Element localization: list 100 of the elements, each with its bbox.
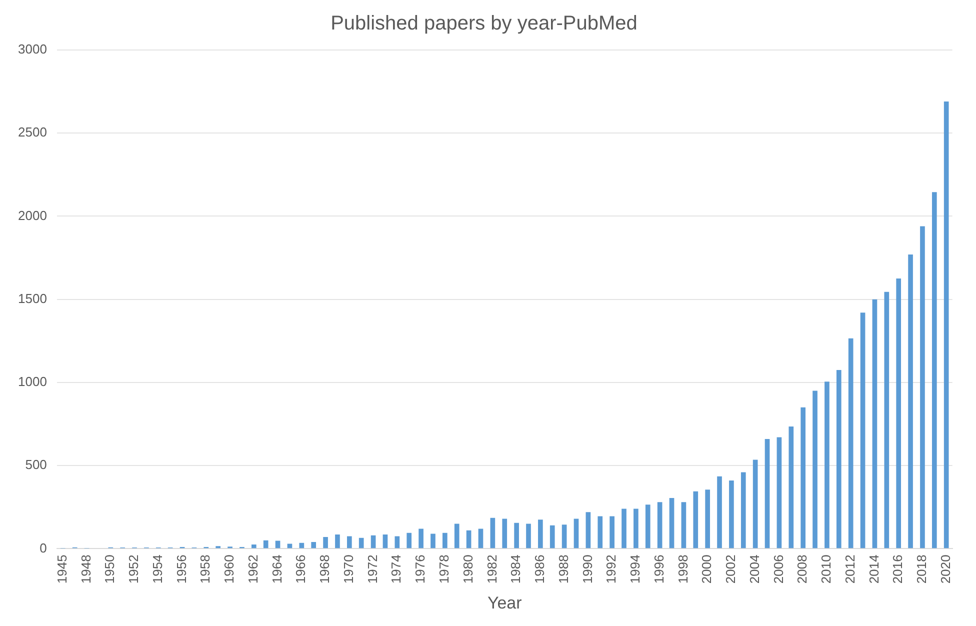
x-tick-label: 1982 [484, 554, 500, 584]
bar [681, 502, 686, 548]
bar [263, 540, 268, 548]
x-tick-label: 1964 [269, 554, 284, 584]
x-tick-label: 2014 [866, 554, 882, 584]
bar [669, 498, 674, 548]
x-tick-label: 1954 [150, 554, 165, 584]
bar [693, 491, 698, 548]
x-tick-label: 2002 [723, 554, 738, 584]
bar [836, 370, 842, 548]
x-tick-label: 1974 [388, 554, 404, 584]
x-tick-label: 1980 [460, 554, 476, 584]
bar [800, 407, 806, 548]
bar [394, 536, 400, 548]
bar [275, 540, 280, 548]
bar [586, 512, 591, 548]
bar [358, 538, 364, 548]
bar [251, 544, 256, 548]
chart-title: Published papers by year-PubMed [330, 12, 638, 35]
x-tick-label: 1992 [604, 554, 619, 584]
x-tick-label: 1990 [580, 554, 595, 584]
bar [788, 426, 794, 548]
y-tick-label: 1500 [18, 290, 47, 306]
bar [932, 192, 937, 548]
bar [574, 518, 579, 548]
bar [382, 534, 388, 548]
x-axis-title: Year [487, 593, 522, 612]
x-tick-label: 1984 [508, 554, 524, 584]
x-tick-label: 1998 [675, 554, 690, 584]
x-tick-label: 1948 [78, 554, 94, 584]
bar [514, 522, 519, 548]
bar [406, 532, 412, 548]
x-tick-label: 1960 [222, 554, 237, 584]
bar [311, 542, 316, 548]
x-tick-label: 1972 [364, 554, 380, 584]
y-tick-label: 1000 [18, 374, 47, 390]
bar [347, 536, 352, 548]
bar [729, 480, 734, 548]
bar [717, 476, 722, 548]
bar [824, 382, 830, 548]
bar [598, 516, 603, 548]
y-tick-label: 2500 [18, 124, 47, 140]
bar [848, 338, 854, 548]
bar [860, 312, 866, 548]
y-tick-label: 500 [25, 457, 47, 472]
bar [645, 504, 650, 548]
bar [287, 544, 292, 548]
bar [466, 530, 472, 548]
x-tick-label: 1988 [556, 554, 571, 584]
bar [764, 438, 770, 548]
x-tick-label: 2010 [818, 554, 834, 584]
bar [323, 537, 328, 548]
bar [740, 472, 746, 548]
bar [908, 254, 913, 548]
y-tick-label: 2000 [18, 208, 47, 223]
x-tick-label: 2000 [699, 554, 714, 584]
x-tick-label: 2020 [938, 554, 953, 584]
x-tick-label: 2008 [794, 554, 810, 584]
x-tick-label: 1968 [317, 554, 332, 584]
x-tick-label: 2016 [890, 554, 906, 584]
bar [944, 102, 949, 548]
bar [562, 524, 567, 548]
x-tick-label: 1945 [54, 554, 70, 584]
bar [299, 542, 304, 548]
x-tick-label: 1956 [174, 554, 189, 584]
bar [634, 508, 638, 548]
bar [490, 518, 496, 548]
y-tick-label: 3000 [18, 42, 47, 57]
bar [896, 278, 902, 548]
bar [705, 490, 710, 548]
y-tick-label: 0 [40, 540, 47, 556]
bar [776, 437, 782, 548]
x-tick-label: 2006 [770, 554, 786, 584]
bar [550, 525, 555, 548]
x-tick-label: 1962 [245, 554, 260, 584]
x-tick-label: 2018 [914, 554, 930, 584]
bar [812, 390, 818, 548]
bar [538, 520, 543, 548]
bar [752, 460, 758, 548]
x-tick-label: 1978 [436, 554, 452, 584]
bar [442, 532, 448, 548]
bar [454, 524, 460, 548]
bar [502, 518, 508, 548]
bar [478, 528, 484, 548]
x-tick-label: 1958 [198, 554, 213, 584]
bar [526, 524, 531, 548]
bar [370, 535, 376, 548]
x-tick-label: 1994 [628, 554, 643, 584]
x-tick-label: 1970 [340, 554, 356, 584]
bar [884, 292, 890, 548]
bar [872, 299, 878, 548]
bar [622, 508, 626, 548]
bar [430, 534, 436, 548]
x-tick-label: 1950 [102, 554, 118, 584]
bar [610, 516, 614, 548]
x-tick-label: 1952 [126, 554, 142, 584]
bar [920, 226, 925, 548]
x-tick-label: 1976 [412, 554, 428, 584]
x-tick-label: 2004 [746, 554, 762, 584]
bar [418, 528, 424, 548]
